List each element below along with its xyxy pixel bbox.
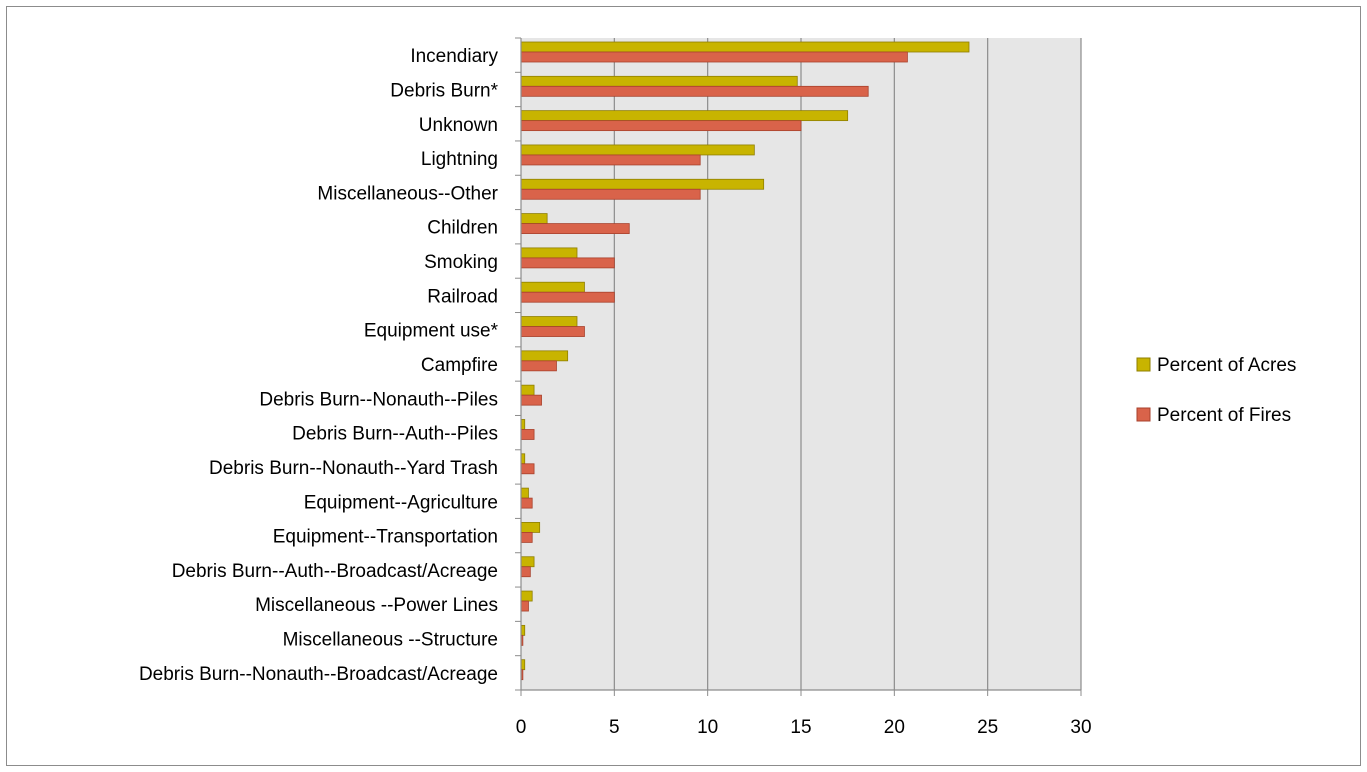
category-label-11: Debris Burn--Auth--Piles [292,424,498,445]
category-label-12: Debris Burn--Nonauth--Yard Trash [209,458,498,479]
category-label-2: Unknown [419,115,498,136]
bar-fires-1 [520,85,869,97]
bar-acres-16 [520,590,533,602]
category-label-8: Equipment use* [364,321,499,342]
category-label-4: Miscellaneous--Other [317,183,498,204]
category-label-5: Children [427,218,498,239]
x-tick-label-30: 30 [1070,717,1091,738]
x-tick-label-5: 5 [609,717,620,738]
category-label-15: Debris Burn--Auth--Broadcast/Acreage [172,561,498,582]
bar-fires-4 [520,188,701,200]
bar-acres-2 [520,110,849,122]
bar-fires-7 [520,291,615,303]
bar-acres-10 [520,384,535,396]
bar-acres-1 [520,75,798,87]
category-label-10: Debris Burn--Nonauth--Piles [259,389,498,410]
category-label-0: Incendiary [410,46,498,67]
bar-acres-3 [520,144,755,156]
bar-acres-4 [520,178,765,190]
bar-acres-7 [520,281,585,293]
bar-fires-5 [520,223,630,234]
category-label-3: Lightning [421,149,498,170]
bar-fires-11 [520,429,535,440]
bar-fires-16 [520,600,529,612]
bar-acres-6 [520,247,578,259]
x-tick-label-10: 10 [697,717,718,738]
legend-swatch-fires [1136,407,1151,422]
bar-fires-3 [520,154,701,166]
x-tick-label-20: 20 [884,717,905,738]
category-label-16: Miscellaneous --Power Lines [255,595,498,616]
bar-fires-14 [520,532,533,543]
x-tick-label-25: 25 [977,717,998,738]
bar-fires-2 [520,120,802,132]
category-label-13: Equipment--Agriculture [304,492,498,513]
bar-fires-6 [520,257,615,269]
category-label-1: Debris Burn* [390,80,498,101]
bar-acres-15 [520,556,535,568]
bar-fires-8 [520,326,585,337]
bar-fires-13 [520,497,533,509]
legend-label-acres: Percent of Acres [1157,355,1296,376]
chart-frame [6,6,1361,766]
bar-acres-0 [520,41,970,53]
bar-fires-12 [520,463,535,475]
category-label-7: Railroad [427,286,498,307]
category-label-9: Campfire [421,355,498,376]
category-label-18: Debris Burn--Nonauth--Broadcast/Acreage [139,664,498,685]
legend-swatch-acres [1136,357,1151,372]
x-tick-label-0: 0 [516,717,527,738]
bar-acres-13 [520,487,529,499]
bar-fires-9 [520,360,557,372]
bar-acres-8 [520,316,578,327]
category-label-17: Miscellaneous --Structure [283,630,498,651]
category-label-6: Smoking [424,252,498,273]
category-label-14: Equipment--Transportation [273,527,498,548]
bar-fires-15 [520,566,531,578]
bar-acres-14 [520,522,541,533]
bar-acres-9 [520,350,569,362]
bar-acres-5 [520,213,548,224]
bar-fires-0 [520,51,908,63]
bar-fires-10 [520,394,542,406]
legend-label-fires: Percent of Fires [1157,405,1291,426]
x-tick-label-15: 15 [790,717,811,738]
